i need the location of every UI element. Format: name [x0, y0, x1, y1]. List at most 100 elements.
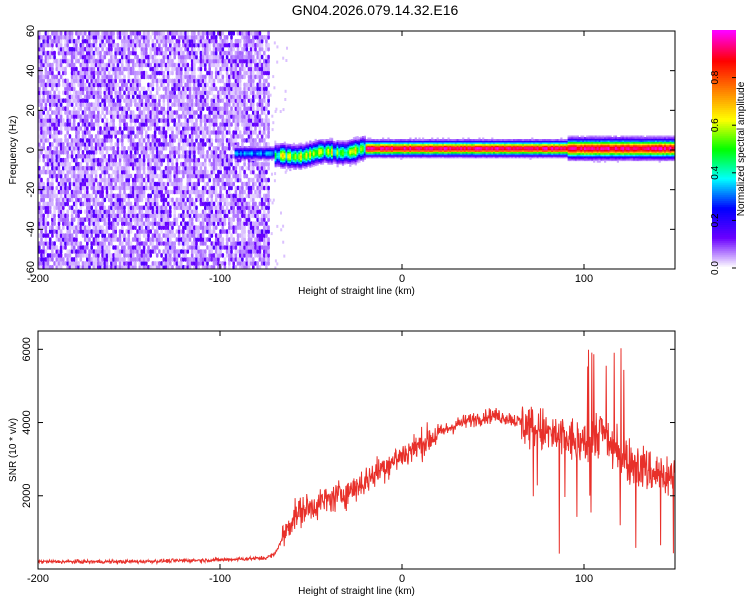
- heatmap-cell: [64, 90, 67, 96]
- heatmap-cell: [38, 217, 41, 222]
- heatmap-cell: [62, 106, 65, 111]
- heatmap-cell: [94, 205, 98, 211]
- heatmap-cell: [79, 82, 83, 88]
- heatmap-cell: [134, 225, 137, 230]
- heatmap-cell: [127, 165, 131, 171]
- heatmap-cell: [88, 90, 91, 96]
- heatmap-cell: [40, 110, 43, 115]
- heatmap-cell: [267, 209, 270, 215]
- heatmap-cell: [66, 130, 69, 135]
- heatmap-cell: [99, 185, 102, 191]
- heatmap-cell: [66, 82, 69, 88]
- heatmap-cell: [75, 46, 78, 52]
- heatmap-cell: [99, 241, 102, 246]
- heatmap-cell: [188, 161, 192, 167]
- heatmap-cell: [75, 193, 78, 199]
- heatmap-cell: [180, 261, 183, 266]
- heatmap-cell: [59, 138, 63, 143]
- heatmap-cell: [97, 189, 100, 195]
- heatmap-cell: [83, 114, 87, 119]
- heatmap-cell: [57, 62, 61, 68]
- heatmap-cell: [48, 38, 52, 44]
- heatmap-cell: [59, 173, 63, 179]
- heatmap-cell: [51, 189, 54, 195]
- heatmap-cell: [38, 126, 41, 131]
- heatmap-cell: [70, 221, 74, 226]
- heatmap-cell: [136, 201, 139, 207]
- heatmap-cell: [193, 201, 196, 207]
- heatmap-cell: [147, 225, 150, 230]
- heatmap-cell: [38, 46, 41, 52]
- heatmap-cell: [53, 161, 56, 167]
- heatmap-cell: [90, 74, 93, 80]
- heatmap-cell: [42, 253, 45, 258]
- heatmap-cell: [44, 237, 48, 242]
- heatmap-cell: [75, 197, 78, 203]
- heatmap-cell: [214, 86, 218, 92]
- heatmap-cell: [121, 241, 124, 246]
- heatmap-cell: [86, 54, 89, 60]
- heatmap-cell: [81, 110, 85, 115]
- heatmap-cell: [77, 58, 80, 64]
- heatmap-cell: [201, 35, 205, 40]
- heatmap-cell: [243, 197, 246, 203]
- heatmap-cell: [83, 245, 87, 250]
- heatmap-cell: [48, 70, 52, 76]
- heatmap-cell: [40, 146, 43, 151]
- heatmap-cell: [72, 142, 76, 147]
- heatmap-cell: [263, 165, 266, 171]
- heatmap-cell: [94, 189, 98, 195]
- heatmap-cell: [57, 205, 61, 211]
- heatmap-cell: [90, 217, 93, 222]
- heatmap-cell: [86, 197, 89, 203]
- heatmap-cell: [46, 114, 50, 119]
- heatmap-cell: [48, 98, 52, 103]
- heatmap-cell: [123, 205, 126, 211]
- heatmap-cell: [64, 38, 67, 44]
- heatmap-cell: [88, 209, 91, 215]
- heatmap-cell: [81, 130, 85, 135]
- heatmap-cell: [81, 118, 85, 123]
- heatmap-cell: [77, 221, 80, 226]
- heatmap-cell: [77, 138, 80, 143]
- heatmap-cell: [66, 50, 69, 56]
- heatmap-cell: [62, 50, 65, 56]
- heatmap-cell: [79, 70, 83, 76]
- heatmap-cell: [62, 46, 65, 52]
- heatmap-cell: [62, 90, 65, 96]
- heatmap-cell: [81, 86, 85, 92]
- heatmap-cell: [214, 225, 218, 230]
- heatmap-cell: [271, 172, 273, 176]
- heatmap-cell: [53, 229, 56, 234]
- heatmap-cell: [97, 261, 100, 266]
- heatmap-cell: [92, 201, 96, 207]
- heatmap-cell: [147, 257, 150, 262]
- heatmap-cell: [77, 265, 80, 270]
- heatmap-cell: [72, 181, 76, 187]
- heatmap-cell: [258, 31, 262, 36]
- heatmap-cell: [103, 70, 107, 76]
- heatmap-cell: [40, 261, 43, 266]
- heatmap-cell: [94, 138, 98, 143]
- heatmap-cell: [70, 146, 74, 151]
- heatmap-cell: [92, 221, 96, 226]
- heatmap-cell: [57, 46, 61, 52]
- heatmap-cell: [217, 102, 220, 107]
- heatmap-cell: [42, 118, 45, 123]
- heatmap-cell: [86, 241, 89, 246]
- heatmap-cell: [99, 82, 102, 88]
- heatmap-cell: [66, 42, 69, 48]
- heatmap-cell: [193, 70, 196, 76]
- heatmap-cell: [90, 185, 93, 191]
- heatmap-cell: [184, 58, 187, 64]
- heatmap-cell: [86, 213, 89, 219]
- heatmap-cell: [208, 177, 211, 183]
- heatmap-cell: [70, 66, 74, 72]
- heatmap-cell: [86, 150, 89, 155]
- heatmap-cell: [123, 78, 126, 84]
- heatmap-cell: [125, 82, 128, 88]
- heatmap-cell: [59, 249, 63, 254]
- heatmap-cell: [46, 38, 50, 44]
- heatmap-cell: [142, 126, 146, 131]
- heatmap-cell: [77, 31, 80, 36]
